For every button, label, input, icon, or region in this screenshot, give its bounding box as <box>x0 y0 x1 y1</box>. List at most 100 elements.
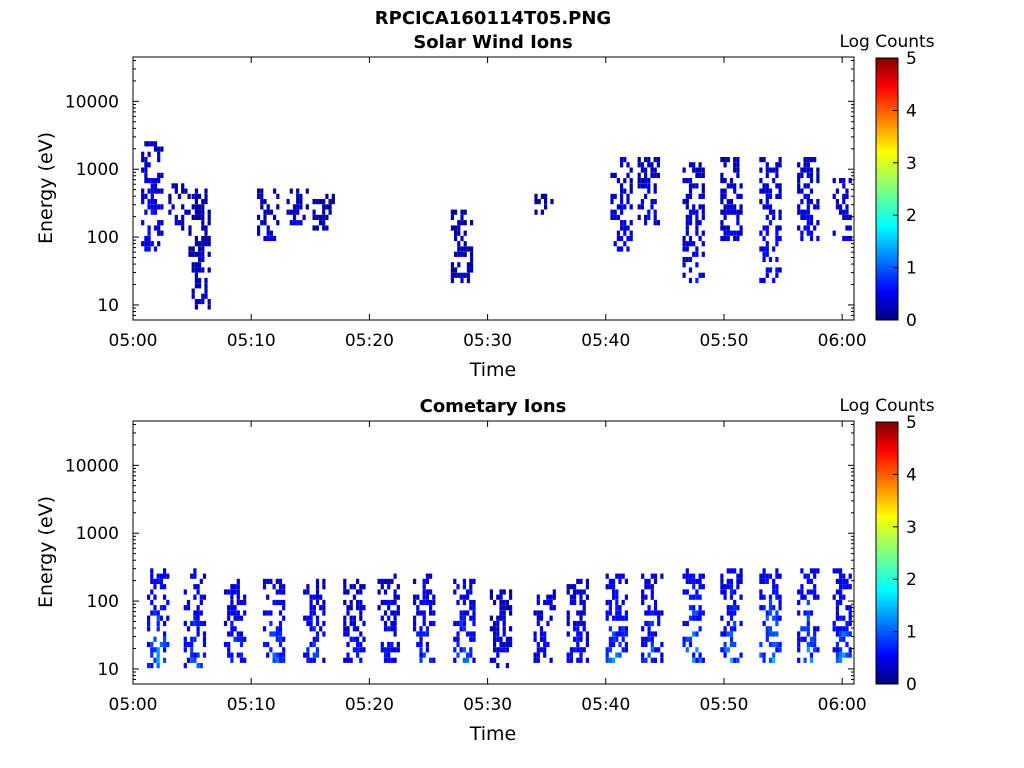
spectrogram-cell <box>539 626 544 632</box>
spectrogram-cell <box>186 641 191 648</box>
figure-title: RPCICA160114T05.PNG <box>375 8 611 29</box>
spectrogram-cell <box>160 146 164 152</box>
spectrogram-cell <box>720 172 724 178</box>
spectrogram-cell <box>196 605 200 611</box>
spectrogram-cell <box>641 599 645 606</box>
spectrogram-cell <box>453 620 457 627</box>
spectrogram-cell <box>616 214 620 220</box>
spectrogram-cell <box>315 199 319 205</box>
spectrogram-cell <box>682 573 686 579</box>
spectrogram-cell <box>613 214 617 220</box>
spectrogram-cell <box>585 578 589 584</box>
spectrogram-cell <box>573 599 577 606</box>
spectrogram-cell <box>157 225 161 231</box>
spectrogram-cell <box>469 652 473 658</box>
spectrogram-cell <box>462 620 466 627</box>
spectrogram-cell <box>629 183 633 189</box>
spectrogram-cell <box>765 267 769 273</box>
spectrogram-cell <box>289 220 293 226</box>
spectrogram-cell <box>489 615 493 621</box>
spectrogram-cell <box>380 584 384 590</box>
spectrogram-cell <box>845 652 849 658</box>
plot-frame-solar-wind <box>132 56 855 321</box>
spectrogram-cell <box>685 578 689 584</box>
spectrogram-cell <box>800 636 804 642</box>
spectrogram-cell <box>230 631 234 637</box>
spectrogram-cell <box>701 230 705 236</box>
spectrogram-cell <box>472 615 476 621</box>
spectrogram-cell <box>469 631 473 637</box>
spectrogram-cell <box>806 599 810 606</box>
spectrogram-cell <box>362 636 366 642</box>
spectrogram-cell <box>462 626 466 632</box>
spectrogram-cell <box>499 615 503 621</box>
spectrogram-cell <box>153 188 158 194</box>
spectrogram-cell <box>848 647 852 653</box>
spectrogram-cell <box>193 652 197 658</box>
spectrogram-cell <box>168 193 172 199</box>
spectrogram-cell <box>566 631 570 637</box>
spectrogram-cell <box>275 636 279 642</box>
spectrogram-cell <box>765 225 769 231</box>
spectrogram-cell <box>156 663 160 669</box>
spectrogram-cell <box>166 641 170 648</box>
spectrogram-cell <box>640 183 644 189</box>
spectrogram-cell <box>695 610 699 616</box>
spectrogram-cell <box>816 172 820 178</box>
spectrogram-cell <box>682 256 686 263</box>
colorbar-tick-label: 0 <box>906 675 917 695</box>
spectrogram-cell <box>576 631 580 637</box>
spectrogram-cell <box>266 578 270 584</box>
spectrogram-cell <box>778 615 782 621</box>
spectrogram-cell <box>729 584 734 590</box>
spectrogram-cell <box>845 626 849 632</box>
spectrogram-cell <box>191 193 195 199</box>
spectrogram-cell <box>202 620 207 627</box>
spectrogram-cell <box>775 573 779 579</box>
spectrogram-cell <box>454 225 458 231</box>
spectrogram-cell <box>626 172 630 178</box>
spectrogram-cell <box>233 605 237 611</box>
spectrogram-cell <box>629 167 633 173</box>
spectrogram-cell <box>682 167 686 173</box>
spectrogram-cell <box>393 573 397 579</box>
spectrogram-cell <box>201 235 205 242</box>
spectrogram-cell <box>832 178 836 184</box>
spectrogram-cell <box>759 578 763 584</box>
spectrogram-cell <box>656 220 660 226</box>
spectrogram-cell <box>835 599 839 606</box>
spectrogram-cell <box>692 610 696 616</box>
spectrogram-cell <box>695 230 699 236</box>
spectrogram-cell <box>839 178 843 184</box>
spectrogram-cell <box>762 225 766 231</box>
spectrogram-cell <box>682 620 686 627</box>
spectrogram-cell <box>463 251 467 257</box>
spectrogram-cell <box>193 594 197 600</box>
spectrogram-cell <box>312 225 316 231</box>
spectrogram-cell <box>842 235 846 242</box>
spectrogram-cell <box>183 663 187 669</box>
spectrogram-cell <box>472 610 476 616</box>
spectrogram-cell <box>809 636 814 642</box>
spectrogram-cell <box>772 605 776 611</box>
spectrogram-cell <box>505 641 509 648</box>
spectrogram-cell <box>620 183 624 189</box>
spectrogram-cell <box>845 605 849 611</box>
spectrogram-cell <box>315 214 319 220</box>
spectrogram-cell <box>275 626 279 632</box>
spectrogram-cell <box>765 193 769 199</box>
spectrogram-cell <box>309 657 313 663</box>
spectrogram-cell <box>230 652 234 658</box>
spectrogram-cell <box>579 589 583 595</box>
spectrogram-cell <box>153 146 158 152</box>
spectrogram-cell <box>380 615 384 621</box>
spectrogram-cell <box>615 589 619 595</box>
x-tick-label: 05:20 <box>345 695 394 715</box>
spectrogram-cell <box>466 272 470 278</box>
spectrogram-cell <box>272 657 276 663</box>
spectrogram-cell <box>390 657 394 663</box>
spectrogram-cell <box>459 620 463 627</box>
spectrogram-cell <box>688 183 693 189</box>
spectrogram-cell <box>296 204 300 210</box>
spectrogram-cell <box>610 172 614 178</box>
